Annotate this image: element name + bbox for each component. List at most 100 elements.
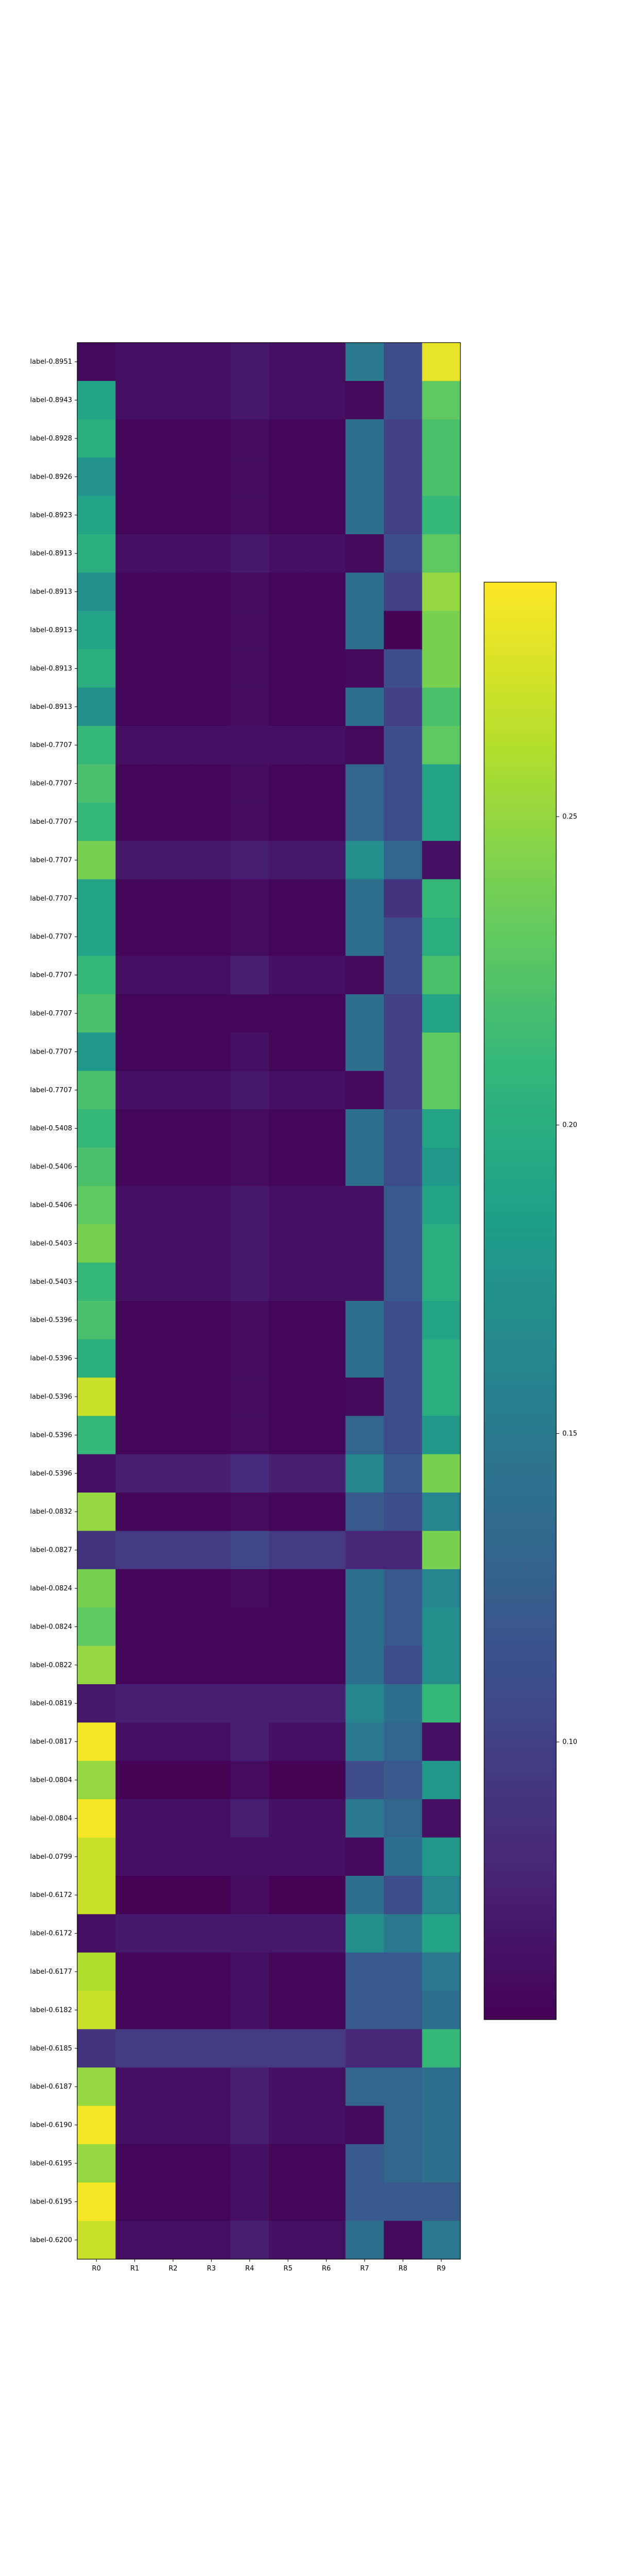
heatmap-cell <box>422 534 461 573</box>
heatmap-cell <box>345 1760 384 1800</box>
y-tick-label: label-0.7707 <box>30 741 72 749</box>
heatmap-cell <box>230 611 269 650</box>
heatmap-cell <box>307 1722 346 1761</box>
heatmap-cell <box>153 1991 193 2030</box>
heatmap-cell <box>153 2182 193 2222</box>
heatmap-cell <box>230 687 269 726</box>
heatmap-cell <box>422 1722 461 1761</box>
heatmap-cell <box>269 2029 307 2068</box>
heatmap-cell <box>422 956 461 995</box>
y-tick-label: label-0.7707 <box>30 1087 72 1094</box>
heatmap-cell <box>192 2144 231 2183</box>
heatmap-cell <box>345 1607 384 1647</box>
heatmap-cell <box>422 2106 461 2145</box>
x-tick-label: R7 <box>360 2265 369 2273</box>
heatmap-cell <box>192 2029 231 2068</box>
heatmap-cell <box>269 1531 307 1570</box>
heatmap-cell <box>230 1991 269 2030</box>
heatmap-cell <box>384 457 423 497</box>
heatmap-cell <box>422 2182 461 2222</box>
heatmap-cell <box>153 726 193 765</box>
heatmap-cell <box>345 2067 384 2106</box>
heatmap-cell <box>384 1071 423 1110</box>
heatmap-cell <box>115 879 154 918</box>
heatmap-cell <box>345 1569 384 1608</box>
y-tick-label: label-0.6177 <box>30 1968 72 1976</box>
heatmap-cell <box>269 1684 307 1723</box>
heatmap-cell <box>115 2182 154 2222</box>
heatmap-cell <box>230 2029 269 2068</box>
heatmap-cell <box>307 726 346 765</box>
heatmap-cell <box>345 2106 384 2145</box>
y-tick-label: label-0.6182 <box>30 2006 72 2014</box>
heatmap-cell <box>192 1301 231 1340</box>
heatmap-cell <box>422 649 461 688</box>
heatmap-cell <box>77 764 116 803</box>
heatmap-cell <box>422 572 461 612</box>
y-tick-label: label-0.5408 <box>30 1125 72 1132</box>
heatmap-cell <box>192 1109 231 1148</box>
y-tick-label: label-0.5396 <box>30 1355 72 1363</box>
heatmap-cell <box>230 534 269 573</box>
heatmap-cell <box>192 1799 231 1838</box>
heatmap-cell <box>115 611 154 650</box>
heatmap-cell <box>153 994 193 1033</box>
heatmap-cell <box>192 764 231 803</box>
heatmap-cell <box>345 496 384 535</box>
heatmap-cell <box>307 419 346 458</box>
heatmap-cell <box>345 649 384 688</box>
heatmap-cell <box>307 1760 346 1800</box>
heatmap-cell <box>153 1262 193 1301</box>
heatmap-cell <box>192 687 231 726</box>
heatmap-cell <box>269 496 307 535</box>
heatmap-cell <box>384 1991 423 2030</box>
heatmap-cell <box>307 1147 346 1187</box>
heatmap-cell <box>230 2221 269 2260</box>
heatmap-cell <box>422 1147 461 1187</box>
y-tick-label: label-0.8928 <box>30 435 72 443</box>
y-tick-label: label-0.7707 <box>30 856 72 864</box>
heatmap-cell <box>422 1416 461 1455</box>
heatmap-cell <box>345 1684 384 1723</box>
heatmap-cell <box>422 1377 461 1416</box>
heatmap-cell <box>422 918 461 956</box>
heatmap-cell <box>230 1837 269 1876</box>
heatmap-cell <box>153 343 193 381</box>
x-tick-label: R4 <box>245 2265 254 2273</box>
heatmap-cell <box>345 1837 384 1876</box>
heatmap-cell <box>115 1377 154 1416</box>
heatmap-cell <box>77 994 116 1033</box>
heatmap-cell <box>422 496 461 535</box>
heatmap-cell <box>345 764 384 803</box>
heatmap-cell <box>269 2182 307 2222</box>
heatmap-cell <box>307 1185 346 1225</box>
heatmap-cell <box>230 1071 269 1110</box>
heatmap-cell <box>307 496 346 535</box>
heatmap-cell <box>77 496 116 535</box>
heatmap-cell <box>192 841 231 880</box>
heatmap-cell <box>115 1760 154 1800</box>
heatmap-cell <box>192 611 231 650</box>
heatmap-cell <box>345 726 384 765</box>
heatmap-cell <box>115 2221 154 2260</box>
heatmap-cell <box>345 2029 384 2068</box>
heatmap-cell <box>192 1837 231 1876</box>
heatmap-cell <box>345 1109 384 1148</box>
heatmap-cell <box>230 1646 269 1685</box>
heatmap-cell <box>115 2106 154 2145</box>
y-tick-label: label-0.6190 <box>30 2122 72 2129</box>
heatmap-cell <box>345 802 384 841</box>
heatmap-cell <box>307 994 346 1033</box>
heatmap-cell <box>384 1569 423 1608</box>
y-tick-label: label-0.7707 <box>30 1010 72 1018</box>
y-tick-label: label-0.6195 <box>30 2160 72 2167</box>
heatmap-cell <box>269 956 307 995</box>
heatmap-cell <box>269 1071 307 1110</box>
y-tick-label: label-0.8913 <box>30 626 72 634</box>
heatmap-cell <box>269 918 307 956</box>
heatmap-cell <box>153 381 193 420</box>
heatmap-cell <box>77 1837 116 1876</box>
heatmap-cell <box>345 343 384 381</box>
heatmap-cell <box>384 1185 423 1225</box>
heatmap-cell <box>230 1684 269 1723</box>
